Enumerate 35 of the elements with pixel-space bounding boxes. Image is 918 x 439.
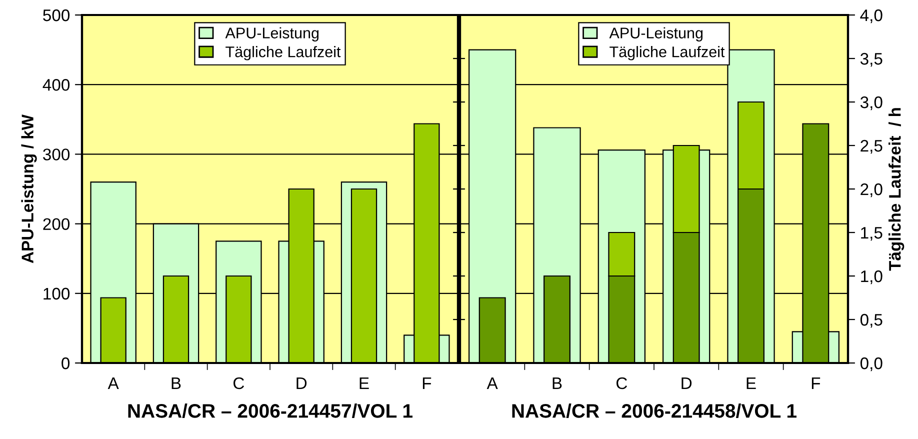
y2-axis-title: Tägliche Laufzeit / h: [888, 108, 904, 271]
x-tick-label: D: [682, 378, 692, 389]
y-tick-label: 100: [44, 288, 70, 300]
x-axis-title: NASA/CR – 2006-214458/VOL 1: [512, 404, 796, 418]
y2-tick-label: 3,5: [860, 52, 882, 67]
x-tick-label: C: [233, 377, 244, 390]
legend-label: Tägliche Laufzeit: [610, 46, 725, 60]
y-tick-label: 400: [42, 79, 70, 91]
x-tick-label: D: [296, 378, 307, 389]
y-tick-label: 200: [43, 218, 70, 230]
x-tick-label: A: [486, 378, 498, 389]
y2-tick-label: 4,0: [860, 9, 882, 24]
y2-tick-label: 1,0: [861, 270, 882, 284]
y2-tick-label: 2,5: [860, 140, 882, 154]
y2-tick-label: 3,0: [860, 96, 882, 110]
y-tick-label: 500: [43, 9, 70, 22]
y-tick-label: 300: [43, 148, 70, 160]
y-axis-title: APU-Leistung / kW: [21, 114, 37, 264]
y-tick-label: 0: [62, 357, 70, 370]
legend-label: Tägliche Laufzeit: [226, 46, 341, 60]
x-axis-title: NASA/CR – 2006-214457/VOL 1: [128, 404, 412, 418]
x-tick-label: B: [172, 378, 181, 389]
x-tick-label: C: [616, 377, 628, 390]
y2-tick-label: 0,5: [860, 314, 882, 328]
y2-tick-label: 0,0: [860, 357, 882, 372]
x-tick-label: F: [812, 378, 820, 389]
x-tick-label: A: [108, 378, 119, 389]
x-tick-label: B: [552, 378, 562, 389]
y2-tick-label: 1,5: [861, 227, 882, 241]
x-tick-label: E: [360, 378, 369, 389]
y2-tick-label: 2,0: [860, 183, 882, 198]
x-tick-label: F: [422, 378, 432, 389]
x-tick-label: E: [746, 378, 756, 389]
legend-label: APU-Leistung: [225, 27, 319, 42]
legend-label: APU-Leistung: [609, 27, 703, 42]
